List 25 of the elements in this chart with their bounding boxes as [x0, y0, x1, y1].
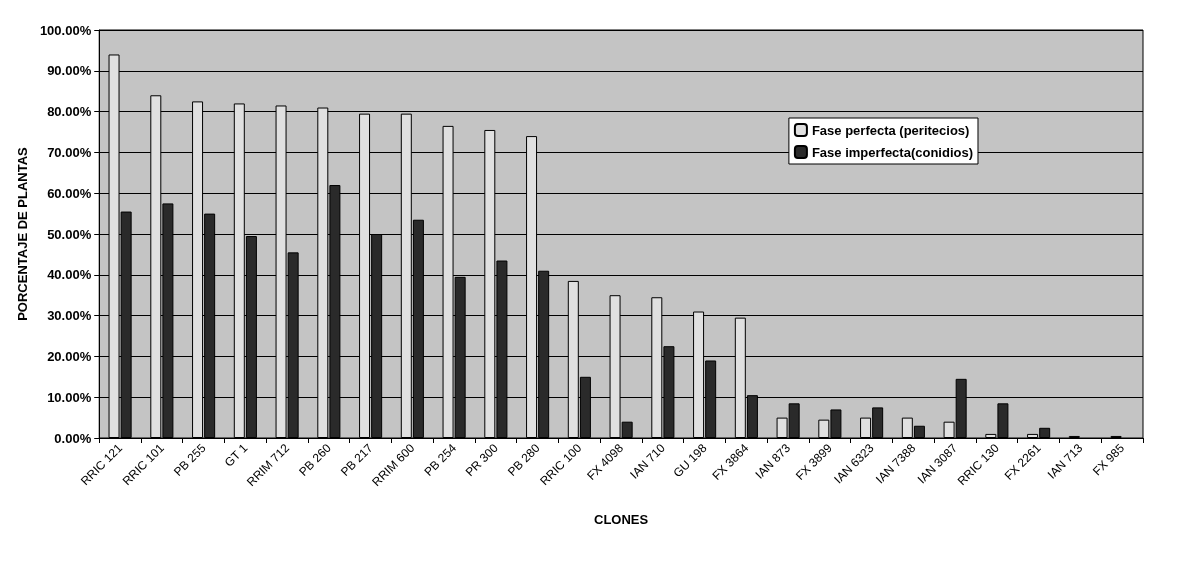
x-tick-label: PR 300: [462, 440, 502, 480]
x-tick-label: GT 1: [221, 440, 251, 470]
y-tick-label: 100.00%: [39, 22, 92, 38]
x-tick-label: PB 260: [296, 440, 335, 479]
x-tick-label: PB 254: [421, 440, 460, 479]
x-tick-label: PB 255: [170, 440, 209, 479]
y-tick-label: 10.00%: [47, 389, 92, 405]
y-tick-label: 90.00%: [47, 63, 92, 79]
y-tick-label: 20.00%: [47, 348, 92, 364]
x-axis-title: CLONES: [594, 512, 649, 527]
y-tick-label: 0.00%: [54, 430, 92, 446]
y-tick-label: 60.00%: [47, 185, 92, 201]
legend-label: Fase imperfecta(conidios): [811, 144, 974, 160]
y-tick-label: 70.00%: [47, 144, 92, 160]
legend-label: Fase perfecta (peritecios): [811, 122, 970, 138]
x-tick-label: IAN 873: [752, 440, 794, 482]
x-tick-label: IAN 713: [1044, 440, 1086, 482]
x-tick-label: GU 198: [670, 440, 710, 481]
y-tick-label: 50.00%: [47, 226, 92, 242]
y-tick-label: 80.00%: [47, 104, 92, 120]
y-axis-title: PORCENTAJE DE PLANTAS: [15, 146, 30, 321]
x-tick-label: IAN 710: [627, 440, 669, 482]
x-tick-label: FX 985: [1089, 440, 1128, 479]
y-tick-label: 40.00%: [47, 267, 92, 283]
y-tick-label: 30.00%: [47, 308, 92, 324]
